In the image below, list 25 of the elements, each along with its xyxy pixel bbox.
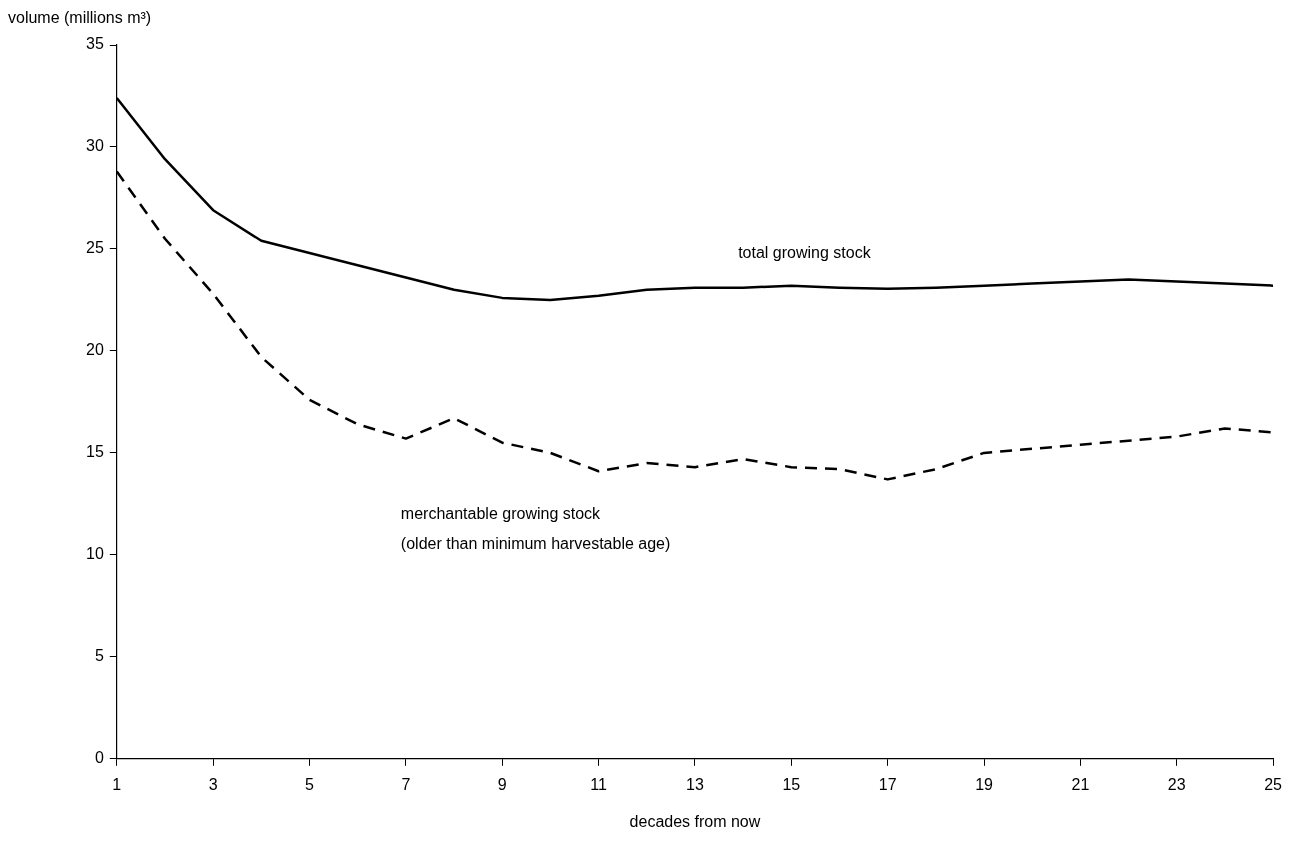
x-tick-label: 7 <box>401 775 411 793</box>
x-axis-title: decades from now <box>629 812 761 830</box>
y-tick-label: 35 <box>86 35 104 53</box>
x-tick-label: 15 <box>782 775 801 793</box>
y-tick-label: 0 <box>94 749 104 767</box>
series-label: total growing stock <box>738 243 872 261</box>
x-tick-label: 25 <box>1264 775 1283 793</box>
y-axis-title: volume (millions m³) <box>8 9 152 26</box>
y-tick-label: 10 <box>86 545 104 563</box>
x-tick-label: 9 <box>497 775 507 793</box>
y-tick-label: 5 <box>94 647 104 665</box>
y-tick-label: 30 <box>86 137 104 155</box>
x-tick-label: 1 <box>112 775 122 793</box>
x-tick-label: 23 <box>1167 775 1186 793</box>
x-tick-label: 5 <box>305 775 315 793</box>
y-tick-label: 15 <box>86 443 104 461</box>
x-tick-label: 11 <box>590 775 607 793</box>
x-tick-label: 17 <box>878 775 897 793</box>
x-tick-label: 21 <box>1071 775 1090 793</box>
x-tick-label: 3 <box>208 775 218 793</box>
y-tick-label: 20 <box>86 341 104 359</box>
x-tick-label: 13 <box>686 775 704 793</box>
y-tick-label: 25 <box>86 239 104 257</box>
x-tick-label: 19 <box>975 775 994 793</box>
text: merchantable growing stock (older than minimum harvestable age) <box>400 504 671 552</box>
